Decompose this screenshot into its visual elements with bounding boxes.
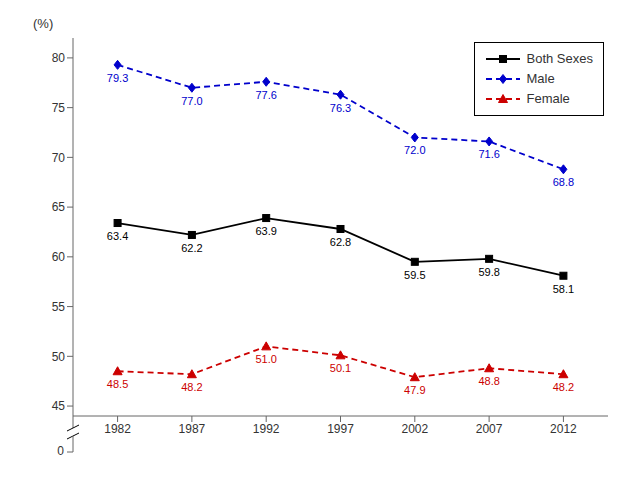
svg-text:48.2: 48.2 [181, 381, 202, 393]
svg-text:77.0: 77.0 [181, 95, 202, 107]
svg-text:1987: 1987 [179, 422, 206, 436]
svg-text:55: 55 [52, 300, 66, 314]
svg-text:63.4: 63.4 [107, 230, 128, 242]
html-text:Female: Female [526, 91, 570, 106]
svg-text:59.8: 59.8 [478, 266, 499, 278]
svg-text:79.3: 79.3 [107, 72, 128, 84]
svg-text:68.8: 68.8 [553, 176, 574, 188]
svg-text:62.2: 62.2 [181, 242, 202, 254]
svg-text:1997: 1997 [327, 422, 354, 436]
svg-text:65: 65 [52, 200, 66, 214]
html-text:Male: Male [526, 71, 555, 86]
svg-text:59.5: 59.5 [404, 269, 425, 281]
svg-text:48.2: 48.2 [553, 381, 574, 393]
svg-text:80: 80 [52, 51, 66, 65]
svg-text:(%): (%) [33, 16, 53, 31]
svg-text:71.6: 71.6 [478, 148, 499, 160]
svg-text:2007: 2007 [476, 422, 503, 436]
svg-text:58.1: 58.1 [553, 283, 574, 295]
svg-text:2012: 2012 [550, 422, 577, 436]
svg-text:50.1: 50.1 [330, 362, 351, 374]
svg-text:63.9: 63.9 [255, 225, 276, 237]
html-text:Both Sexes: Both Sexes [526, 51, 593, 66]
svg-text:75: 75 [52, 101, 66, 115]
svg-text:51.0: 51.0 [255, 353, 276, 365]
svg-text:1992: 1992 [253, 422, 280, 436]
svg-text:76.3: 76.3 [330, 102, 351, 114]
svg-text:60: 60 [52, 250, 66, 264]
svg-text:77.6: 77.6 [255, 89, 276, 101]
svg-text:47.9: 47.9 [404, 384, 425, 396]
svg-text:72.0: 72.0 [404, 144, 425, 156]
svg-text:0: 0 [57, 444, 64, 458]
svg-text:50: 50 [52, 350, 66, 364]
svg-text:45: 45 [52, 399, 66, 413]
svg-text:2002: 2002 [401, 422, 428, 436]
svg-text:62.8: 62.8 [330, 236, 351, 248]
svg-text:1982: 1982 [104, 422, 131, 436]
svg-text:48.5: 48.5 [107, 378, 128, 390]
svg-text:70: 70 [52, 151, 66, 165]
svg-text:48.8: 48.8 [478, 375, 499, 387]
